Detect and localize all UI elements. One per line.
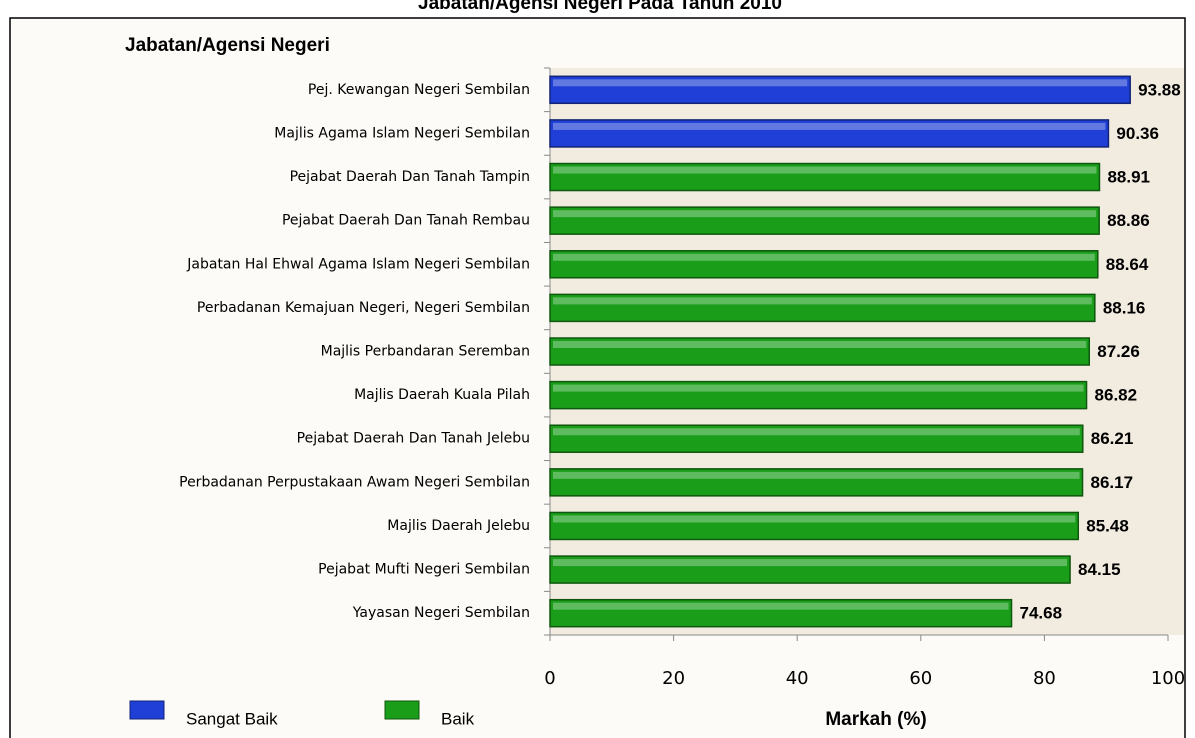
- bar: [549, 468, 1084, 497]
- y-tick-label: Majlis Daerah Jelebu: [387, 518, 530, 534]
- bar-highlight: [553, 253, 1095, 261]
- value-label: 86.17: [1091, 473, 1134, 492]
- x-tick-label: 60: [909, 668, 932, 689]
- x-tick-label: 20: [662, 668, 685, 689]
- x-tick-label: 40: [786, 668, 809, 689]
- bar-highlight: [553, 297, 1092, 305]
- bar: [549, 250, 1099, 279]
- bar: [549, 206, 1100, 235]
- value-label: 84.15: [1078, 560, 1121, 579]
- bar: [549, 424, 1084, 453]
- bar-highlight: [553, 602, 1009, 610]
- y-tick-label: Pej. Kewangan Negeri Sembilan: [308, 82, 530, 98]
- y-tick-label: Majlis Agama Islam Negeri Sembilan: [274, 125, 530, 141]
- bar: [549, 380, 1088, 410]
- y-tick-label: Pejabat Daerah Dan Tanah Tampin: [290, 169, 530, 185]
- value-label: 93.88: [1138, 80, 1181, 99]
- value-label: 86.21: [1091, 429, 1134, 448]
- bar-highlight: [553, 471, 1080, 479]
- y-tick-label: Pejabat Mufti Negeri Sembilan: [318, 562, 530, 578]
- value-label: 88.86: [1107, 211, 1150, 230]
- y-tick-label: Jabatan Hal Ehwal Agama Islam Negeri Sem…: [186, 256, 530, 272]
- y-tick-label: Pejabat Daerah Dan Tanah Jelebu: [297, 431, 530, 447]
- bar-highlight: [553, 428, 1080, 436]
- legend-swatch: [384, 700, 420, 720]
- value-label: 85.48: [1086, 516, 1129, 535]
- x-tick-label: 80: [1033, 668, 1056, 689]
- x-axis-label: Markah (%): [825, 709, 926, 730]
- bar-highlight: [553, 210, 1097, 218]
- bar: [549, 555, 1071, 584]
- chart-title: Jabatan/Agensi Negeri Pada Tahun 2010: [418, 0, 782, 14]
- bar-highlight: [553, 79, 1128, 87]
- bar: [549, 119, 1110, 148]
- bar-highlight: [553, 384, 1084, 392]
- value-label: 88.16: [1103, 298, 1146, 317]
- x-tick-label: 100: [1151, 668, 1185, 689]
- bar-highlight: [553, 166, 1097, 174]
- y-tick-label: Yayasan Negeri Sembilan: [352, 605, 530, 621]
- x-tick-label: 0: [544, 668, 555, 689]
- bar: [549, 293, 1096, 323]
- y-tick-label: Pejabat Daerah Dan Tanah Rembau: [282, 213, 530, 229]
- y-axis-label: Jabatan/Agensi Negeri: [125, 35, 330, 56]
- bar-highlight: [553, 515, 1076, 523]
- value-label: 90.36: [1116, 124, 1159, 143]
- bar: [549, 162, 1101, 192]
- value-label: 88.91: [1107, 168, 1150, 187]
- y-tick-label: Perbadanan Kemajuan Negeri, Negeri Sembi…: [197, 300, 530, 316]
- y-tick-label: Perbadanan Perpustakaan Awam Negeri Semb…: [179, 474, 530, 490]
- bar: [549, 598, 1013, 628]
- value-label: 74.68: [1020, 604, 1063, 623]
- value-label: 86.82: [1095, 386, 1138, 405]
- legend-label: Baik: [441, 709, 475, 728]
- bar: [549, 337, 1091, 366]
- value-label: 87.26: [1097, 342, 1140, 361]
- value-label: 88.64: [1106, 255, 1149, 274]
- y-tick-label: Majlis Perbandaran Seremban: [321, 344, 530, 360]
- bar-highlight: [553, 122, 1106, 130]
- legend-swatch: [129, 700, 165, 720]
- legend-label: Sangat Baik: [186, 709, 278, 728]
- bar: [549, 75, 1131, 105]
- bar-highlight: [553, 559, 1068, 567]
- bar: [549, 511, 1080, 541]
- bar-highlight: [553, 341, 1087, 348]
- y-tick-label: Majlis Daerah Kuala Pilah: [354, 387, 530, 403]
